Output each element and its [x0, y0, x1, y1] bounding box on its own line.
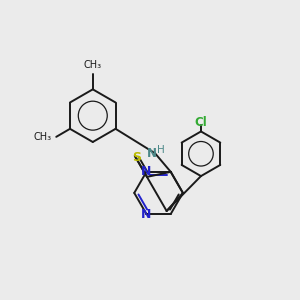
Text: S: S	[132, 151, 141, 164]
Text: CH₃: CH₃	[34, 132, 52, 142]
Text: H: H	[158, 145, 165, 155]
Text: CH₃: CH₃	[84, 60, 102, 70]
Text: N: N	[141, 165, 151, 178]
Text: Cl: Cl	[195, 116, 207, 129]
Text: N: N	[147, 147, 157, 160]
Text: N: N	[141, 208, 151, 221]
